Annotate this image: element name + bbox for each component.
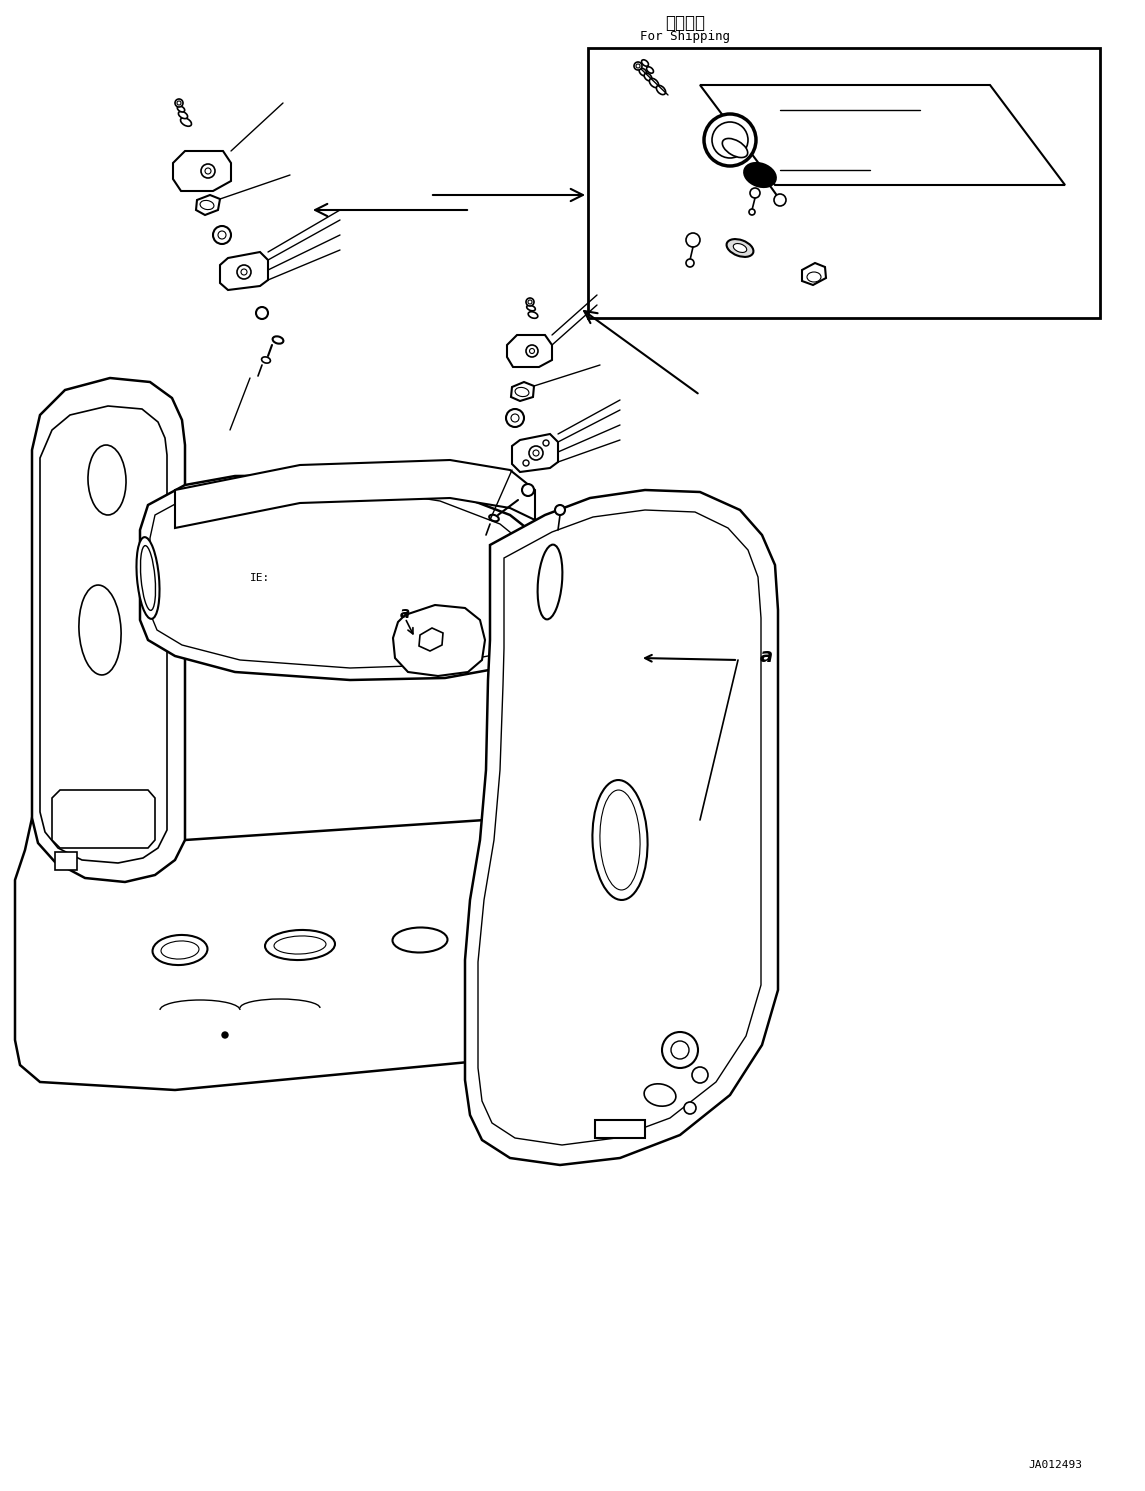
- Ellipse shape: [261, 356, 270, 364]
- Ellipse shape: [161, 941, 199, 959]
- Polygon shape: [150, 488, 542, 668]
- Ellipse shape: [592, 780, 648, 901]
- Circle shape: [522, 485, 534, 497]
- Ellipse shape: [515, 388, 529, 397]
- Polygon shape: [175, 461, 535, 528]
- Ellipse shape: [722, 139, 748, 158]
- Ellipse shape: [733, 243, 747, 252]
- Ellipse shape: [647, 67, 654, 73]
- Ellipse shape: [649, 79, 658, 88]
- Text: For Shipping: For Shipping: [640, 30, 731, 43]
- Circle shape: [686, 233, 700, 248]
- Circle shape: [526, 298, 534, 306]
- Circle shape: [704, 113, 756, 166]
- Circle shape: [529, 349, 535, 353]
- Ellipse shape: [489, 514, 499, 522]
- Circle shape: [256, 307, 268, 319]
- Ellipse shape: [200, 200, 214, 210]
- Circle shape: [177, 101, 181, 104]
- Ellipse shape: [527, 306, 536, 310]
- Circle shape: [202, 164, 215, 177]
- Ellipse shape: [656, 85, 665, 94]
- Polygon shape: [465, 491, 777, 1164]
- Circle shape: [213, 227, 231, 245]
- Ellipse shape: [727, 239, 753, 256]
- Circle shape: [712, 122, 748, 158]
- Bar: [595, 1120, 645, 1138]
- Ellipse shape: [393, 927, 448, 953]
- Ellipse shape: [807, 271, 821, 282]
- Circle shape: [175, 98, 183, 107]
- Polygon shape: [173, 151, 231, 191]
- Circle shape: [534, 450, 539, 456]
- Circle shape: [634, 63, 642, 70]
- Ellipse shape: [538, 544, 562, 619]
- Polygon shape: [40, 406, 167, 863]
- Circle shape: [671, 1041, 689, 1059]
- Polygon shape: [220, 252, 268, 291]
- Text: a: a: [400, 605, 410, 620]
- Circle shape: [523, 461, 529, 467]
- Polygon shape: [140, 476, 560, 680]
- Bar: [589, 48, 1100, 318]
- Text: JA012493: JA012493: [1028, 1460, 1082, 1470]
- Polygon shape: [507, 335, 552, 367]
- Ellipse shape: [264, 930, 335, 960]
- Circle shape: [205, 168, 211, 174]
- Ellipse shape: [744, 164, 775, 186]
- Text: IE:: IE:: [250, 573, 270, 583]
- Polygon shape: [15, 819, 570, 1090]
- Polygon shape: [512, 434, 558, 473]
- Ellipse shape: [88, 444, 126, 514]
- Ellipse shape: [136, 537, 159, 619]
- Circle shape: [692, 1068, 708, 1082]
- Circle shape: [662, 1032, 698, 1068]
- Polygon shape: [419, 628, 443, 652]
- Ellipse shape: [528, 312, 538, 318]
- Polygon shape: [700, 85, 1065, 185]
- Polygon shape: [393, 605, 485, 675]
- Text: a: a: [760, 647, 773, 665]
- Ellipse shape: [645, 1084, 676, 1106]
- Circle shape: [543, 440, 548, 446]
- Ellipse shape: [639, 69, 647, 76]
- Text: 運搬部品: 運搬部品: [665, 13, 705, 31]
- Polygon shape: [802, 262, 826, 285]
- Circle shape: [684, 1102, 696, 1114]
- Ellipse shape: [181, 118, 191, 127]
- Polygon shape: [52, 790, 155, 848]
- Polygon shape: [511, 382, 534, 401]
- Circle shape: [635, 64, 640, 69]
- Circle shape: [511, 414, 519, 422]
- Circle shape: [240, 268, 247, 274]
- Circle shape: [528, 300, 532, 304]
- Ellipse shape: [177, 106, 184, 112]
- Circle shape: [749, 209, 755, 215]
- Circle shape: [506, 409, 524, 426]
- Ellipse shape: [645, 73, 652, 81]
- Circle shape: [529, 446, 543, 461]
- Ellipse shape: [152, 935, 207, 965]
- Polygon shape: [32, 379, 185, 883]
- Ellipse shape: [641, 60, 648, 66]
- Circle shape: [237, 265, 251, 279]
- Ellipse shape: [600, 790, 640, 890]
- Ellipse shape: [273, 337, 284, 343]
- Circle shape: [218, 231, 226, 239]
- Circle shape: [526, 344, 538, 356]
- Circle shape: [686, 259, 694, 267]
- Ellipse shape: [141, 546, 156, 610]
- Circle shape: [774, 194, 785, 206]
- Circle shape: [750, 188, 760, 198]
- Circle shape: [222, 1032, 228, 1038]
- Ellipse shape: [179, 112, 188, 119]
- Ellipse shape: [274, 936, 326, 954]
- Bar: [55, 851, 77, 871]
- Polygon shape: [196, 195, 220, 215]
- Circle shape: [555, 505, 564, 514]
- Polygon shape: [477, 510, 761, 1145]
- Ellipse shape: [79, 584, 121, 675]
